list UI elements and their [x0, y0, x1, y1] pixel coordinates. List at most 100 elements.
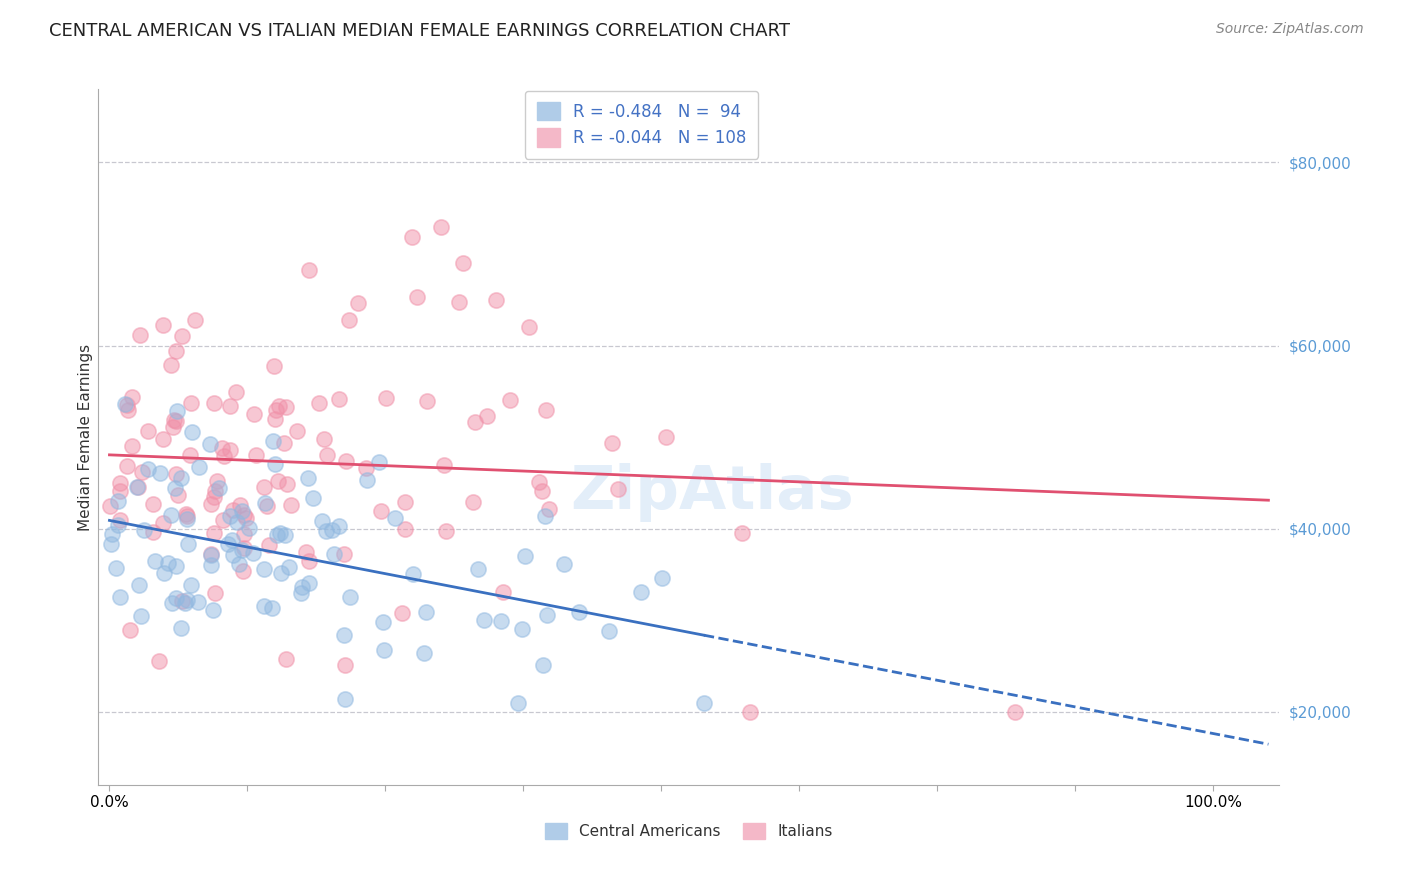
- Point: [221, 549, 243, 563]
- Point: [517, 320, 540, 334]
- Point: [212, 513, 235, 527]
- Point: [152, 432, 174, 446]
- Point: [290, 586, 312, 600]
- Point: [311, 515, 333, 529]
- Point: [217, 537, 239, 551]
- Point: [156, 556, 179, 570]
- Point: [297, 471, 319, 485]
- Point: [316, 448, 339, 462]
- Point: [333, 658, 356, 673]
- Point: [226, 515, 249, 529]
- Point: [489, 614, 512, 628]
- Point: [202, 602, 225, 616]
- Point: [143, 554, 166, 568]
- Point: [162, 420, 184, 434]
- Point: [264, 457, 287, 471]
- Point: [346, 295, 368, 310]
- Point: [231, 504, 253, 518]
- Point: [429, 219, 451, 234]
- Point: [202, 395, 225, 409]
- Point: [198, 437, 221, 451]
- Point: [235, 511, 257, 525]
- Point: [273, 528, 295, 542]
- Point: [184, 312, 207, 326]
- Point: [152, 516, 174, 530]
- Point: [107, 517, 129, 532]
- Point: [467, 562, 489, 576]
- Point: [174, 596, 197, 610]
- Point: [211, 441, 233, 455]
- Point: [98, 499, 121, 513]
- Point: [337, 313, 360, 327]
- Point: [204, 585, 226, 599]
- Point: [321, 523, 343, 537]
- Point: [553, 558, 575, 572]
- Point: [339, 591, 361, 605]
- Point: [149, 466, 172, 480]
- Point: [176, 592, 198, 607]
- Point: [499, 392, 522, 407]
- Legend: Central Americans, Italians: Central Americans, Italians: [537, 815, 841, 847]
- Point: [107, 494, 129, 508]
- Point: [218, 508, 240, 523]
- Point: [371, 615, 394, 629]
- Point: [402, 566, 425, 581]
- Point: [127, 480, 149, 494]
- Point: [475, 409, 498, 423]
- Point: [160, 508, 183, 523]
- Point: [291, 580, 314, 594]
- Y-axis label: Median Female Earnings: Median Female Earnings: [77, 343, 93, 531]
- Point: [314, 432, 336, 446]
- Point: [280, 498, 302, 512]
- Point: [219, 442, 242, 457]
- Point: [238, 521, 260, 535]
- Point: [221, 533, 243, 547]
- Point: [179, 448, 201, 462]
- Point: [264, 403, 287, 417]
- Point: [165, 591, 187, 605]
- Point: [434, 524, 457, 538]
- Point: [165, 481, 187, 495]
- Point: [1004, 705, 1026, 719]
- Point: [204, 483, 226, 498]
- Point: [354, 461, 377, 475]
- Point: [630, 585, 652, 599]
- Point: [254, 496, 277, 510]
- Point: [295, 545, 318, 559]
- Point: [263, 359, 285, 373]
- Point: [433, 458, 456, 473]
- Point: [118, 623, 141, 637]
- Point: [101, 527, 124, 541]
- Text: Source: ZipAtlas.com: Source: ZipAtlas.com: [1216, 22, 1364, 37]
- Point: [370, 504, 392, 518]
- Point: [136, 462, 159, 476]
- Point: [328, 392, 350, 406]
- Point: [174, 507, 197, 521]
- Point: [121, 439, 143, 453]
- Point: [276, 651, 298, 665]
- Point: [534, 403, 557, 417]
- Point: [607, 482, 630, 496]
- Point: [598, 624, 620, 638]
- Point: [129, 328, 152, 343]
- Point: [651, 570, 673, 584]
- Point: [180, 395, 202, 409]
- Point: [266, 528, 288, 542]
- Point: [176, 512, 198, 526]
- Point: [508, 696, 530, 710]
- Point: [108, 591, 131, 605]
- Point: [375, 391, 398, 405]
- Point: [276, 401, 298, 415]
- Point: [233, 527, 256, 541]
- Point: [276, 477, 298, 491]
- Point: [401, 230, 423, 244]
- Point: [405, 290, 427, 304]
- Point: [200, 547, 222, 561]
- Point: [270, 566, 292, 580]
- Point: [373, 642, 395, 657]
- Point: [264, 412, 287, 426]
- Point: [233, 541, 256, 556]
- Point: [117, 398, 139, 412]
- Point: [394, 522, 416, 536]
- Point: [262, 601, 284, 615]
